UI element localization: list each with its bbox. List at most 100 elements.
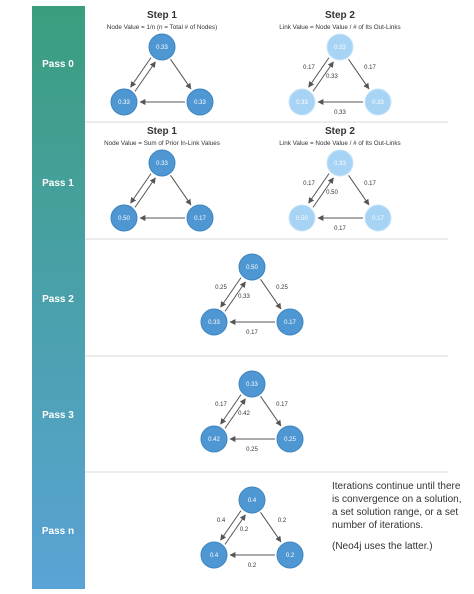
edge-top-to-right: [260, 512, 282, 543]
graph-panel: 0.25 0.25 0.33 0.17 0.50 0.33 0.17: [200, 253, 304, 336]
edge-left-to-top: [134, 61, 156, 92]
node-value-left: 0.4: [210, 553, 219, 559]
edge-label-top-left-down: 0.2: [240, 527, 249, 533]
node-right: [364, 88, 392, 116]
node-left: [288, 88, 316, 116]
node-top: [238, 370, 266, 398]
node-top: [326, 33, 354, 61]
edge-label-right-left: 0.2: [248, 563, 257, 569]
edge-top-to-right: [260, 396, 282, 427]
edge-top-to-left: [308, 57, 330, 88]
edge-label-left-up: 0.25: [215, 285, 227, 291]
edge-left-to-top: [312, 177, 334, 208]
node-value-right: 0.17: [284, 320, 296, 326]
step-title: Step 1: [147, 10, 177, 21]
node-value-top: 0.33: [334, 45, 346, 51]
node-left: [110, 88, 138, 116]
node-value-right: 0.17: [372, 216, 384, 222]
edge-top-to-right: [260, 279, 282, 310]
pass-row: Pass 3 0.17 0.17 0.42 0.25 0.33 0.42 0.25: [42, 355, 448, 453]
step-subtitle: Link Value = Node Value / # of Its Out-L…: [279, 24, 400, 31]
edge-label-right-left: 0.17: [246, 330, 258, 336]
edge-top-to-left: [308, 173, 330, 204]
step-subtitle: Node Value = 1/n (n = Total # of Nodes): [107, 24, 217, 31]
edge-left-to-top: [224, 514, 246, 545]
edge-left-to-top: [134, 177, 156, 208]
note-aside: (Neo4j uses the latter.): [332, 541, 433, 552]
edge-label-top-left-down: 0.33: [326, 74, 338, 80]
node-value-right: 0.2: [286, 553, 295, 559]
step-title: Step 2: [325, 10, 355, 21]
edge-label-right-left: 0.25: [246, 447, 258, 453]
edge-label-right-left: 0.17: [334, 226, 346, 232]
edge-label-top-left-down: 0.50: [326, 190, 338, 196]
step-title: Step 1: [147, 126, 177, 137]
pass-row: Pass 0 Step 1 Node Value = 1/n (n = Total …: [42, 10, 401, 116]
node-left: [200, 541, 228, 569]
edge-label-top-right: 0.25: [276, 285, 288, 291]
step-subtitle: Link Value = Node Value / # of Its Out-L…: [279, 140, 400, 147]
node-left: [200, 425, 228, 453]
node-value-right: 0.33: [372, 100, 384, 106]
pass-row: Pass 1 Step 1 Node Value = Sum of Prior In…: [42, 121, 448, 232]
node-value-top: 0.33: [156, 161, 168, 167]
edge-left-to-top: [224, 281, 246, 312]
node-right: [364, 204, 392, 232]
pass-sidebar: [32, 6, 85, 589]
edge-label-left-up: 0.17: [215, 402, 227, 408]
edge-label-left-up: 0.17: [303, 65, 315, 71]
note-text: Iterations continue until there is conve…: [332, 481, 462, 531]
edge-label-top-right: 0.17: [276, 402, 288, 408]
node-top: [238, 253, 266, 281]
graph-panel: 0.4 0.2 0.2 0.2 0.4 0.4 0.2: [200, 486, 304, 569]
edge-label-left-up: 0.4: [217, 518, 226, 524]
graph-panel: 0.17 0.17 0.42 0.25 0.33 0.42 0.25: [200, 370, 304, 453]
edge-left-to-top: [312, 61, 334, 92]
node-value-right: 0.33: [194, 100, 206, 106]
pass-row: Pass 2 0.25 0.25 0.33 0.17 0.50 0.33 0.17: [42, 238, 448, 336]
edge-top-to-right: [348, 59, 370, 90]
node-value-top: 0.33: [246, 382, 258, 388]
edge-top-to-right: [348, 175, 370, 206]
node-value-right: 0.17: [194, 216, 206, 222]
node-value-top: 0.4: [248, 498, 257, 504]
node-value-top: 0.33: [156, 45, 168, 51]
edge-top-to-left: [130, 173, 152, 204]
pass-label: Pass 0: [42, 59, 74, 70]
step-subtitle: Node Value = Sum of Prior In-Link Values: [104, 140, 220, 147]
pass-label: Pass 1: [42, 178, 74, 189]
edge-label-top-left-down: 0.33: [238, 294, 250, 300]
pass-label: Pass 3: [42, 410, 74, 421]
graph-panel: Step 2 Link Value = Node Value / # of Its…: [279, 10, 400, 116]
pass-label: Pass n: [42, 526, 74, 537]
node-value-right: 0.25: [284, 437, 296, 443]
edge-top-to-left: [220, 394, 242, 425]
graph-panel: Step 1 Node Value = Sum of Prior In-Link …: [104, 126, 220, 232]
edge-top-to-left: [220, 510, 242, 541]
edge-top-to-left: [220, 277, 242, 308]
node-left: [110, 204, 138, 232]
edge-label-top-right: 0.2: [278, 518, 287, 524]
node-left: [200, 308, 228, 336]
node-right: [276, 425, 304, 453]
node-right: [186, 88, 214, 116]
edge-label-top-right: 0.17: [364, 65, 376, 71]
node-value-left: 0.33: [296, 100, 308, 106]
edge-top-to-right: [170, 59, 192, 90]
node-top: [326, 149, 354, 177]
node-right: [276, 308, 304, 336]
node-right: [186, 204, 214, 232]
edge-left-to-top: [224, 398, 246, 429]
edge-label-left-up: 0.17: [303, 181, 315, 187]
node-value-left: 0.50: [296, 216, 308, 222]
node-value-top: 0.33: [334, 161, 346, 167]
node-value-left: 0.33: [118, 100, 130, 106]
edge-label-right-left: 0.33: [334, 110, 346, 116]
edge-top-to-right: [170, 175, 192, 206]
node-top: [238, 486, 266, 514]
node-top: [148, 149, 176, 177]
node-value-top: 0.50: [246, 265, 258, 271]
edge-label-top-right: 0.17: [364, 181, 376, 187]
pass-row: Pass n 0.4 0.2 0.2 0.2 0.4 0.4 0.2: [42, 471, 448, 569]
